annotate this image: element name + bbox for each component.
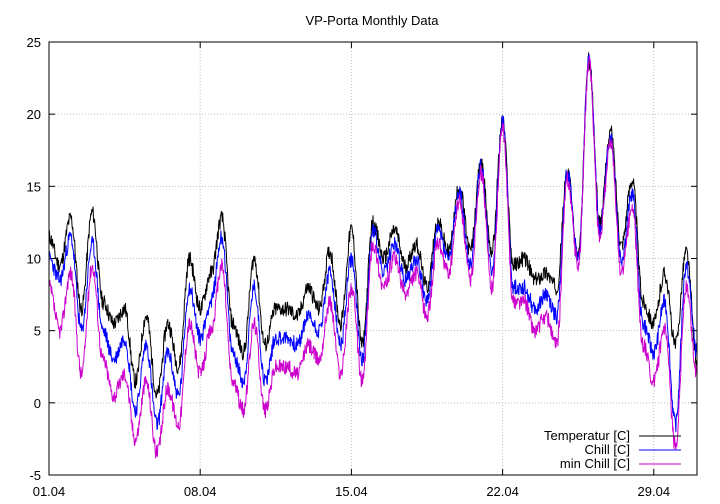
- y-tick-label: 10: [27, 252, 41, 267]
- x-tick-label: 29.04: [638, 484, 671, 499]
- series-line-2: [48, 53, 698, 433]
- y-tick-label: 0: [34, 396, 41, 411]
- y-tick-label: 20: [27, 107, 41, 122]
- x-tick-label: 01.04: [33, 484, 66, 499]
- legend-label: Chill [C]: [584, 442, 630, 457]
- legend: Temperatur [C]Chill [C]min Chill [C]: [544, 428, 681, 471]
- chart-title: VP-Porta Monthly Data: [306, 13, 440, 28]
- axis-ticks: -5 0 5 10 15 20 25 01.04 08.04 15.04 22.04 29.04: [27, 35, 697, 499]
- x-tick-label: 22.04: [486, 484, 519, 499]
- x-tick-label: 08.04: [184, 484, 217, 499]
- legend-label: min Chill [C]: [560, 456, 630, 471]
- y-tick-label: -5: [29, 468, 41, 483]
- series-line-3: [48, 56, 698, 459]
- y-tick-label: 25: [27, 35, 41, 50]
- legend-label: Temperatur [C]: [544, 428, 630, 443]
- x-tick-label: 15.04: [335, 484, 368, 499]
- plot-frame: [48, 41, 698, 476]
- grid: [49, 42, 697, 475]
- data-series: [48, 52, 698, 459]
- y-tick-label: 5: [34, 324, 41, 339]
- y-tick-label: 15: [27, 179, 41, 194]
